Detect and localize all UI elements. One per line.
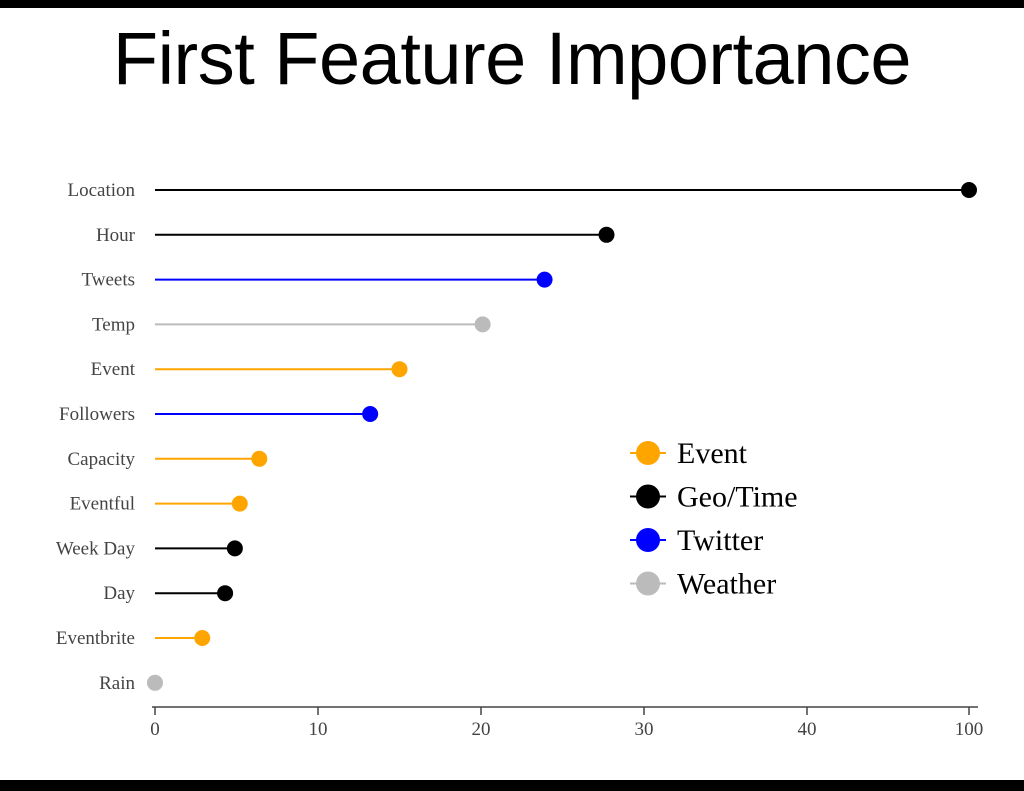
- category-label: Temp: [92, 314, 135, 335]
- dot-capacity: [251, 450, 268, 467]
- dot-hour: [598, 226, 615, 243]
- category-label: Eventful: [70, 494, 135, 515]
- legend-label-weather: Weather: [677, 568, 776, 601]
- category-label: Tweets: [81, 270, 135, 291]
- chart-title: First Feature Importance: [112, 17, 912, 100]
- category-label: Capacity: [67, 449, 135, 470]
- category-label: Location: [67, 180, 135, 201]
- category-label: Event: [91, 359, 136, 380]
- category-label: Week Day: [56, 538, 136, 559]
- legend-label-event: Event: [677, 437, 748, 470]
- dot-day: [217, 585, 234, 602]
- dot-tweets: [536, 271, 553, 288]
- x-tick-label: 30: [635, 719, 654, 740]
- dot-location: [961, 182, 977, 198]
- x-tick-label: 40: [798, 719, 817, 740]
- dot-eventful: [231, 495, 248, 512]
- legend-marker: [636, 571, 660, 596]
- legend-marker: [636, 441, 660, 465]
- legend-marker: [636, 528, 660, 552]
- legend-marker: [636, 484, 660, 509]
- dot-week-day: [226, 540, 243, 557]
- dot-event: [391, 361, 408, 378]
- x-tick-label: 10: [309, 719, 328, 740]
- x-tick-label: 20: [472, 719, 491, 740]
- category-label: Rain: [99, 673, 135, 694]
- category-label: Followers: [59, 404, 135, 425]
- top-border: [0, 0, 1024, 8]
- dot-temp: [474, 316, 491, 333]
- category-label: Day: [103, 583, 135, 604]
- x-tick-label: 100: [955, 719, 984, 740]
- dot-rain: [147, 674, 163, 691]
- category-label: Eventbrite: [56, 628, 135, 649]
- dot-followers: [362, 406, 379, 422]
- category-label: Hour: [96, 225, 136, 246]
- bottom-border: [0, 780, 1024, 791]
- legend-label-geo-time: Geo/Time: [677, 481, 798, 514]
- legend-label-twitter: Twitter: [677, 524, 763, 557]
- x-tick-label: 0: [150, 719, 160, 740]
- dot-eventbrite: [194, 630, 211, 646]
